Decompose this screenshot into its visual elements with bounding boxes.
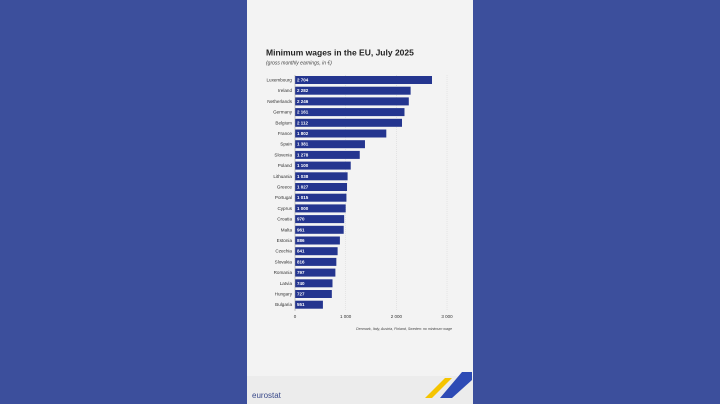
value-label: 2 161 bbox=[297, 110, 309, 115]
y-tick-label: Estonia bbox=[277, 238, 293, 243]
y-tick-label: Belgium bbox=[275, 120, 292, 125]
bar bbox=[295, 129, 387, 138]
bar bbox=[295, 268, 336, 277]
bar bbox=[295, 247, 338, 256]
value-label: 886 bbox=[297, 238, 305, 243]
bar bbox=[295, 225, 344, 234]
y-tick-label: Czechia bbox=[275, 249, 292, 254]
bar bbox=[295, 290, 332, 298]
value-label: 841 bbox=[297, 249, 305, 254]
y-tick-label: France bbox=[278, 131, 293, 136]
bar bbox=[295, 215, 345, 224]
y-tick-label: Lithuania bbox=[273, 174, 292, 179]
logo-shape bbox=[440, 372, 472, 398]
value-label: 740 bbox=[297, 281, 305, 286]
y-tick-label: Germany bbox=[273, 110, 293, 115]
bar bbox=[295, 279, 333, 288]
y-tick-label: Cyprus bbox=[277, 206, 292, 211]
x-tick-label: 0 bbox=[294, 314, 297, 319]
bar bbox=[295, 193, 347, 202]
value-label: 961 bbox=[297, 227, 305, 232]
y-tick-label: Luxembourg bbox=[266, 78, 292, 83]
value-label: 727 bbox=[297, 291, 305, 296]
bar bbox=[295, 86, 411, 95]
bar bbox=[295, 257, 337, 266]
x-tick-label: 1 000 bbox=[340, 314, 352, 319]
y-tick-label: Slovenia bbox=[274, 152, 292, 157]
y-tick-label: Slovakia bbox=[275, 259, 293, 264]
value-label: 816 bbox=[297, 259, 305, 264]
y-tick-label: Spain bbox=[280, 142, 292, 147]
y-tick-label: Romania bbox=[274, 270, 293, 275]
y-tick-label: Hungary bbox=[275, 292, 293, 297]
bar bbox=[295, 97, 409, 106]
y-tick-label: Croatia bbox=[277, 217, 292, 222]
value-label: 2 112 bbox=[297, 120, 309, 125]
bar bbox=[295, 108, 405, 117]
bar bbox=[295, 236, 340, 245]
value-label: 797 bbox=[297, 270, 305, 275]
chart-title: Minimum wages in the EU, July 2025 bbox=[266, 47, 414, 57]
side-panel bbox=[0, 0, 247, 404]
bar bbox=[295, 300, 323, 309]
value-label: 2 282 bbox=[297, 88, 309, 93]
bar bbox=[295, 150, 360, 159]
value-label: 1 381 bbox=[297, 142, 309, 147]
note: Denmark, Italy, Austria, Finland, Sweden… bbox=[356, 327, 452, 331]
y-tick-label: Malta bbox=[281, 227, 293, 232]
bar bbox=[295, 172, 348, 181]
value-label: 1 038 bbox=[297, 174, 309, 179]
y-tick-label: Greece bbox=[277, 185, 293, 190]
value-label: 1 015 bbox=[297, 195, 309, 200]
value-label: 1 000 bbox=[297, 206, 309, 211]
value-label: 970 bbox=[297, 217, 305, 222]
value-label: 2 704 bbox=[297, 77, 309, 82]
y-tick-label: Ireland bbox=[278, 88, 292, 93]
value-label: 551 bbox=[297, 302, 305, 307]
bar bbox=[295, 140, 365, 149]
y-tick-label: Poland bbox=[278, 163, 293, 168]
bar bbox=[295, 204, 346, 213]
y-tick-label: Bulgaria bbox=[275, 302, 292, 307]
x-tick-label: 2 000 bbox=[391, 314, 403, 319]
value-label: 1 100 bbox=[297, 163, 309, 168]
chart-panel bbox=[247, 0, 473, 404]
logo-shape bbox=[425, 378, 452, 398]
x-tick-label: 3 000 bbox=[441, 314, 453, 319]
y-tick-label: Latvia bbox=[280, 281, 293, 286]
bar bbox=[295, 161, 351, 170]
value-label: 1 027 bbox=[297, 184, 309, 189]
value-label: 1 278 bbox=[297, 152, 309, 157]
y-tick-label: Netherlands bbox=[267, 99, 292, 104]
y-tick-label: Portugal bbox=[275, 195, 292, 200]
plot: 0 1 000 2 000 3 000 Luxembourg 2 704 Ireland 2 … bbox=[266, 75, 453, 319]
bar bbox=[295, 76, 433, 84]
source-logo: eurostat bbox=[252, 391, 282, 400]
value-label: 2 246 bbox=[297, 99, 309, 104]
bar bbox=[295, 183, 348, 191]
value-label: 1 802 bbox=[297, 131, 309, 136]
bar bbox=[295, 118, 403, 127]
side-panel bbox=[473, 0, 720, 404]
chart-subtitle: (gross monthly earnings, in €) bbox=[266, 60, 332, 66]
